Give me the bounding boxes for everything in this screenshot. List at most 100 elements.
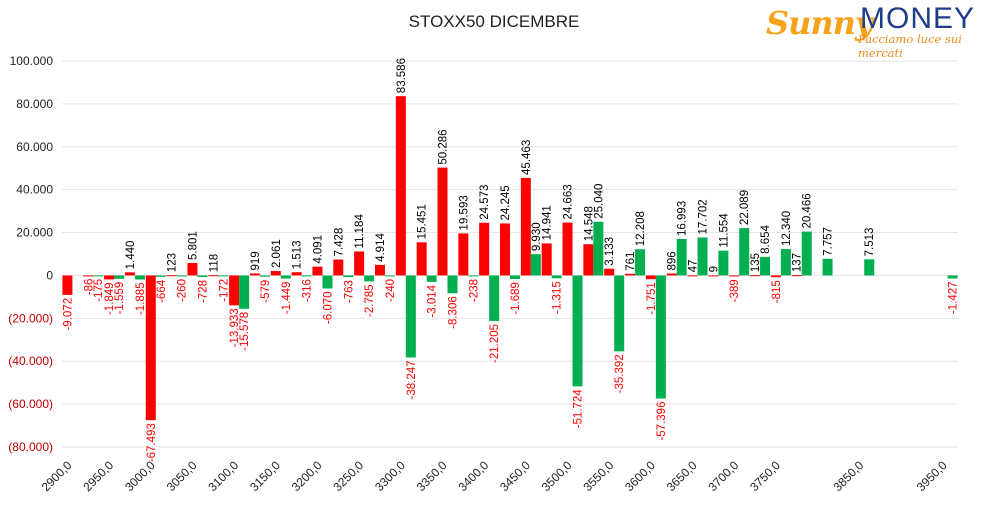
data-label: 7.757 bbox=[823, 227, 835, 256]
x-tick-label: 3200,0 bbox=[289, 458, 325, 494]
put-bar bbox=[530, 254, 541, 276]
data-label: 919 bbox=[250, 251, 262, 270]
put-bar bbox=[280, 275, 291, 279]
data-label: 24.245 bbox=[500, 185, 512, 220]
put-bar bbox=[635, 249, 646, 276]
data-label: -9.072 bbox=[62, 298, 74, 331]
call-bar bbox=[750, 275, 761, 277]
data-label: 24.663 bbox=[563, 184, 575, 219]
call-bar bbox=[104, 275, 115, 280]
data-label: 47 bbox=[688, 260, 700, 273]
y-tick-label: 0 bbox=[46, 268, 53, 282]
y-tick-label: 20.000 bbox=[16, 226, 53, 240]
call-bar bbox=[437, 167, 448, 276]
call-bar bbox=[625, 273, 636, 276]
x-tick-label: 3950,0 bbox=[914, 458, 950, 494]
data-label: 50.286 bbox=[437, 129, 449, 164]
x-tick-label: 3150,0 bbox=[247, 458, 283, 494]
y-axis-ticks: 100.000 80.000 60.000 40.000 20.000 0 (20.000)… bbox=[8, 54, 53, 454]
x-tick-label: 3700,0 bbox=[705, 458, 741, 494]
call-bar bbox=[270, 271, 281, 276]
y-tick-label: (20.000) bbox=[8, 311, 53, 325]
call-bar bbox=[374, 264, 385, 276]
data-label: 11.184 bbox=[354, 214, 366, 249]
put-bar bbox=[697, 237, 708, 276]
data-label: 16.993 bbox=[677, 201, 689, 236]
put-bar bbox=[760, 256, 771, 276]
call-bar bbox=[62, 275, 73, 295]
put-bar bbox=[343, 275, 354, 278]
data-label: 15.451 bbox=[417, 204, 429, 239]
call-bar bbox=[395, 96, 406, 276]
data-label: -21.205 bbox=[489, 324, 501, 363]
chart-title: STOXX50 DICEMBRE bbox=[408, 12, 580, 31]
data-label: -260 bbox=[177, 279, 189, 302]
data-label: 22.089 bbox=[739, 190, 751, 225]
call-bar bbox=[312, 266, 323, 276]
data-label: -67.493 bbox=[146, 423, 158, 462]
logo-tagline: Facciamo luce sui mercati bbox=[858, 32, 962, 60]
call-bar bbox=[708, 275, 719, 277]
x-tick-label: 3300,0 bbox=[372, 458, 408, 494]
put-bar bbox=[718, 250, 729, 276]
data-label: -15.578 bbox=[239, 312, 251, 351]
call-bar bbox=[479, 222, 490, 276]
data-label: 896 bbox=[667, 251, 679, 270]
y-tick-label: (40.000) bbox=[8, 354, 53, 368]
data-label: -389 bbox=[729, 279, 741, 302]
data-label: -579 bbox=[260, 280, 272, 303]
data-label: -6.070 bbox=[322, 291, 334, 324]
call-bar bbox=[333, 259, 344, 276]
put-bar bbox=[739, 228, 750, 276]
put-bar bbox=[864, 259, 875, 276]
put-bar bbox=[947, 275, 958, 279]
y-tick-label: (80.000) bbox=[8, 440, 53, 454]
x-tick-label: 3450,0 bbox=[497, 458, 533, 494]
x-tick-label: 3550,0 bbox=[580, 458, 616, 494]
put-bar bbox=[489, 275, 500, 321]
put-bar bbox=[822, 258, 833, 276]
x-tick-label: 3100,0 bbox=[205, 458, 241, 494]
call-bar bbox=[145, 275, 156, 421]
data-label: 24.573 bbox=[479, 185, 491, 220]
data-label: -1.849 bbox=[104, 282, 116, 315]
data-label: 5.801 bbox=[187, 231, 199, 260]
data-label: 17.702 bbox=[698, 199, 710, 234]
call-bar bbox=[687, 275, 698, 277]
data-label: 8.654 bbox=[760, 225, 772, 254]
put-bar bbox=[155, 275, 166, 277]
put-bar bbox=[322, 275, 333, 289]
put-bar bbox=[176, 275, 187, 277]
put-bar bbox=[447, 275, 458, 294]
data-label: 9 bbox=[708, 266, 720, 272]
data-label: -86 bbox=[83, 279, 95, 296]
put-bar bbox=[801, 231, 812, 276]
data-label: -238 bbox=[468, 279, 480, 302]
put-bar bbox=[426, 275, 437, 282]
data-label: 7.428 bbox=[333, 228, 345, 257]
data-label: 137 bbox=[792, 253, 804, 272]
brand-logo: Sunny MONEY Facciamo luce sui mercati bbox=[760, 2, 986, 60]
data-label: 45.463 bbox=[521, 140, 533, 175]
put-bar bbox=[134, 275, 145, 280]
x-tick-label: 3600,0 bbox=[622, 458, 658, 494]
bars bbox=[62, 96, 958, 421]
data-label: -38.247 bbox=[406, 360, 418, 399]
logo-money-text: MONEY bbox=[860, 2, 976, 35]
data-label: 118 bbox=[208, 254, 220, 272]
call-bar bbox=[354, 251, 365, 276]
call-bar bbox=[562, 222, 573, 276]
data-label: -1.449 bbox=[281, 282, 293, 315]
data-label: -664 bbox=[156, 279, 168, 303]
put-bar bbox=[405, 275, 416, 358]
data-label: -3.014 bbox=[427, 284, 439, 317]
data-label: 123 bbox=[167, 253, 179, 272]
x-tick-label: 3350,0 bbox=[414, 458, 450, 494]
x-tick-label: 3750,0 bbox=[747, 458, 783, 494]
data-label: -763 bbox=[343, 280, 355, 303]
data-label: 4.914 bbox=[375, 233, 387, 262]
data-label: -175 bbox=[93, 279, 105, 302]
call-bar bbox=[83, 275, 94, 277]
put-bar bbox=[780, 248, 791, 276]
